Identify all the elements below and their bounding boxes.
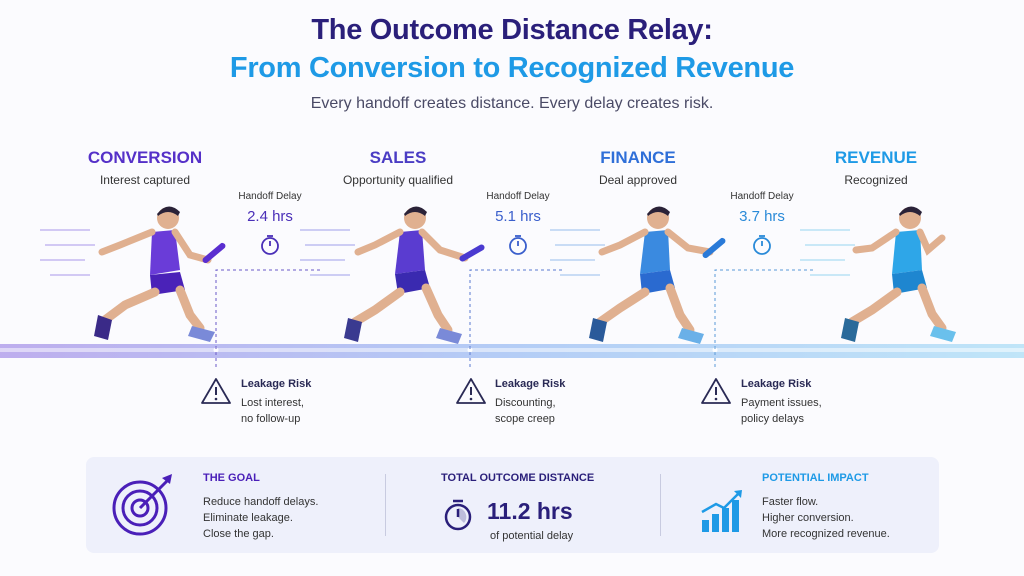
stage-title-revenue: REVENUE <box>834 148 918 167</box>
leakage-risk-text-3: Payment issues, policy delays <box>741 397 822 425</box>
runner-icon-sales <box>300 206 485 344</box>
summary-panel <box>86 457 939 553</box>
runner-icon-revenue <box>800 206 956 342</box>
warning-icon-3 <box>701 378 731 404</box>
timer-icon-1 <box>261 235 279 255</box>
runner-icon-finance <box>550 206 726 344</box>
handoff-delay-value-1: 2.4 hrs <box>247 208 293 225</box>
timer-icon-2 <box>509 235 527 255</box>
target-icon <box>112 474 172 536</box>
handoff-delay-value-2: 5.1 hrs <box>495 208 541 225</box>
stage-subtitle-conversion: Interest captured <box>99 173 191 187</box>
stage-subtitle-sales: Opportunity qualified <box>342 173 454 187</box>
total-distance-value: 11.2 hrs <box>487 498 573 524</box>
handoff-delay-label-2: Handoff Delay <box>486 191 550 202</box>
handoff-delay-label-3: Handoff Delay <box>730 191 794 202</box>
handoff-delay-label-1: Handoff Delay <box>238 191 302 202</box>
stage-subtitle-finance: Deal approved <box>598 173 678 187</box>
relay-track <box>0 344 1024 358</box>
total-distance-title: TOTAL OUTCOME DISTANCE <box>441 472 595 484</box>
leakage-risk-title-3: Leakage Risk <box>741 378 812 390</box>
impact-title: POTENTIAL IMPACT <box>762 472 869 484</box>
stopwatch-icon <box>444 499 472 531</box>
page-title-line-2: From Conversion to Recognized Revenue <box>229 52 795 84</box>
panel-divider-2 <box>660 474 661 536</box>
impact-text: Faster flow. Higher conversion. More rec… <box>762 496 890 540</box>
stage-title-sales: SALES <box>369 148 427 167</box>
page-subtitle: Every handoff creates distance. Every de… <box>310 95 714 112</box>
warning-icon-2 <box>456 378 486 404</box>
panel-divider-1 <box>385 474 386 536</box>
handoff-delay-value-3: 3.7 hrs <box>739 208 785 225</box>
goal-title: THE GOAL <box>203 472 260 484</box>
handoff-connectors <box>215 269 815 367</box>
warning-icon-1 <box>201 378 231 404</box>
growth-chart-icon <box>701 490 742 532</box>
goal-text: Reduce handoff delays. Eliminate leakage… <box>203 496 319 540</box>
leakage-risk-text-1: Lost interest, no follow-up <box>241 397 304 425</box>
total-distance-caption: of potential delay <box>490 530 574 542</box>
leakage-risk-title-1: Leakage Risk <box>241 378 312 390</box>
runner-icon-conversion <box>40 206 226 342</box>
stage-title-finance: FINANCE <box>600 148 676 167</box>
stage-title-conversion: CONVERSION <box>87 148 203 167</box>
stage-subtitle-revenue: Recognized <box>844 173 908 187</box>
timer-icon-3 <box>753 235 771 255</box>
leakage-risk-text-2: Discounting, scope creep <box>495 397 556 425</box>
page-title: The Outcome Distance Relay: <box>311 14 713 46</box>
leakage-risk-title-2: Leakage Risk <box>495 378 566 390</box>
